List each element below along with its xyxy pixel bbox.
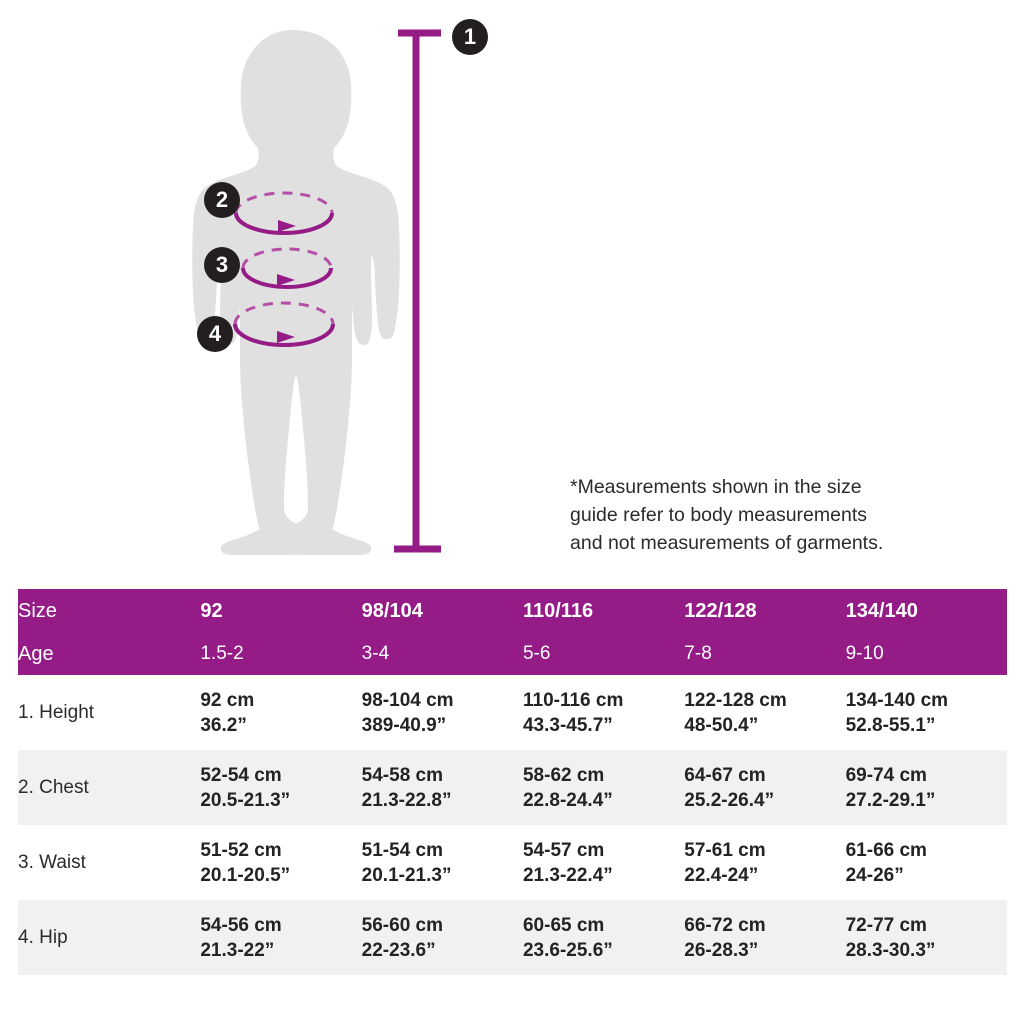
cell-inch: 52.8-55.1” [845,714,936,736]
cell-hip-92: 54-56 cm 21.3-22” [200,900,362,975]
header-size-4: 134/140 [845,589,1007,633]
cell-cm: 98-104 cm [361,689,454,711]
row-label-waist: 3. Waist [18,851,86,873]
cell-inch: 22.4-24” [684,864,759,886]
table-row: 4. Hip 54-56 cm 21.3-22” 56-60 cm 22-23.6”… [18,900,1007,975]
cell-cm: 66-72 cm [684,914,766,936]
hip-measure-ellipse [233,301,335,347]
marker-badge-1: 1 [452,19,488,55]
cell-inch: 27.2-29.1” [845,789,936,811]
cell-waist-92: 51-52 cm 20.1-20.5” [200,825,361,900]
cell-inch: 21.3-22.4” [522,864,613,886]
marker-badge-3: 3 [204,247,240,283]
cell-inch: 20.1-20.5” [200,864,291,886]
header-age-1: 3-4 [361,633,523,675]
header-age-0: 1.5-2 [200,633,362,675]
header-age-4: 9-10 [845,633,1007,675]
cell-cm: 52-54 cm [200,764,282,786]
header-age-label: Age [18,633,201,675]
cell-inch: 21.3-22” [200,939,275,961]
cell-chest-98104: 54-58 cm 21.3-22.8” [361,750,523,825]
cell-inch: 22-23.6” [361,939,436,961]
cell-cm: 72-77 cm [845,914,927,936]
cell-cm: 60-65 cm [522,914,605,936]
cell-hip-110116: 60-65 cm 23.6-25.6” [522,900,685,975]
height-measure-line [394,29,441,553]
header-age-3: 7-8 [684,633,846,675]
table-row: 3. Waist 51-52 cm 20.1-20.5” 51-54 cm 20.1… [18,825,1007,900]
cell-waist-98104: 51-54 cm 20.1-21.3” [362,825,523,900]
row-label-chest: 2. Chest [18,750,201,825]
waist-measure-ellipse [241,247,333,289]
cell-cm: 57-61 cm [684,839,766,861]
cell-inch: 22.8-24.4” [522,789,613,811]
cell-inch: 389-40.9” [361,714,447,736]
cell-chest-122128: 64-67 cm 25.2-26.4” [684,750,846,825]
cell-cm: 92 cm [200,689,255,711]
cell-inch: 21.3-22.8” [361,789,452,811]
table-header-size-row: Size 92 98/104 110/116 122/128 134/140 [18,589,1007,633]
cell-cm: 64-67 cm [684,764,766,786]
footnote-line-3: and not measurements of garments. [570,532,884,554]
cell-height-134140: 134-140 cm 52.8-55.1” [846,675,1007,750]
cell-cm: 69-74 cm [845,764,927,786]
row-label-height: 1. Height [18,701,95,723]
cell-waist-110116: 54-57 cm 21.3-22.4” [523,825,684,900]
footnote-line-1: *Measurements shown in the size [570,476,862,498]
cell-inch: 20.1-21.3” [361,864,452,886]
table-row: 1. Height 92 cm 36.2” 98-104 cm 389-40.9” … [18,675,1007,750]
cell-cm: 134-140 cm [845,689,949,711]
marker-badge-2: 2 [204,182,240,218]
chest-measure-ellipse [234,191,334,235]
cell-hip-122128: 66-72 cm 26-28.3” [684,900,846,975]
cell-height-110116: 110-116 cm 43.3-45.7” [523,675,684,750]
cell-chest-92: 52-54 cm 20.5-21.3” [200,750,362,825]
cell-cm: 54-56 cm [200,914,282,936]
cell-cm: 61-66 cm [845,839,927,861]
cell-cm: 54-58 cm [361,764,444,786]
header-size-1: 98/104 [361,589,523,633]
marker-badge-4: 4 [197,316,233,352]
cell-inch: 43.3-45.7” [522,714,613,736]
cell-cm: 51-52 cm [200,839,282,861]
child-silhouette-icon [192,30,400,555]
cell-inch: 24-26” [845,864,904,886]
measurement-illustration: 1 2 3 4 *Measurements shown in the size … [192,19,970,557]
cell-cm: 58-62 cm [522,764,605,786]
cell-cm: 122-128 cm [684,689,787,711]
cell-waist-122128: 57-61 cm 22.4-24” [684,825,845,900]
header-size-0: 92 [200,589,362,633]
cell-chest-110116: 58-62 cm 22.8-24.4” [522,750,685,825]
cell-height-98104: 98-104 cm 389-40.9” [362,675,523,750]
cell-inch: 26-28.3” [684,939,759,961]
cell-height-122128: 122-128 cm 48-50.4” [684,675,845,750]
cell-inch: 28.3-30.3” [845,939,936,961]
cell-cm: 54-57 cm [522,839,605,861]
cell-inch: 23.6-25.6” [522,939,613,961]
cell-inch: 48-50.4” [684,714,759,736]
cell-hip-134140: 72-77 cm 28.3-30.3” [845,900,1007,975]
cell-inch: 25.2-26.4” [684,789,775,811]
size-guide-table: Size 92 98/104 110/116 122/128 134/140 A… [18,589,1007,975]
header-size-3: 122/128 [684,589,846,633]
cell-chest-134140: 69-74 cm 27.2-29.1” [845,750,1007,825]
cell-inch: 20.5-21.3” [200,789,291,811]
body-figure-svg [192,29,441,555]
measurements-footnote: *Measurements shown in the size guide re… [570,473,970,557]
cell-cm: 56-60 cm [361,914,444,936]
footnote-line-2: guide refer to body measurements [570,504,867,526]
table-header-age-row: Age 1.5-2 3-4 5-6 7-8 9-10 [18,633,1007,675]
cell-waist-134140: 61-66 cm 24-26” [846,825,1007,900]
row-label-hip: 4. Hip [18,900,201,975]
cell-cm: 51-54 cm [361,839,444,861]
table-row: 2. Chest 52-54 cm 20.5-21.3” 54-58 cm 21.3… [18,750,1007,825]
cell-cm: 110-116 cm [522,689,624,711]
cell-height-92: 92 cm 36.2” [200,675,361,750]
cell-inch: 36.2” [200,714,247,736]
header-size-label: Size [18,589,201,633]
cell-hip-98104: 56-60 cm 22-23.6” [361,900,523,975]
header-size-2: 110/116 [522,589,685,633]
header-age-2: 5-6 [522,633,685,675]
